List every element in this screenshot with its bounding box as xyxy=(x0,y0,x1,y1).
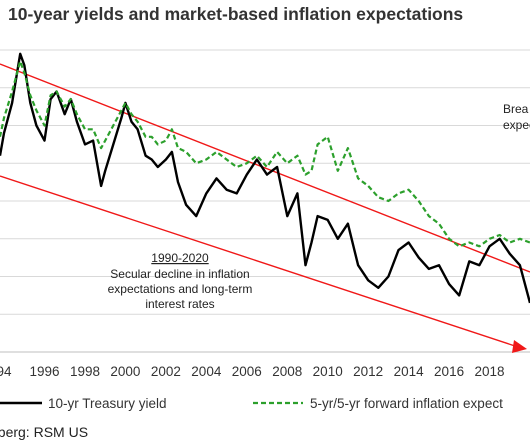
channel-lower-line xyxy=(0,175,519,348)
x-tick-label: 2000 xyxy=(110,364,140,379)
series-line-inflation-expectations xyxy=(0,60,530,248)
legend-label-inflation: 5-yr/5-yr forward inflation expect xyxy=(310,396,503,411)
x-tick-label: 2004 xyxy=(191,364,222,379)
annotation-right-line: Brea xyxy=(503,102,529,116)
x-tick-label: 2006 xyxy=(232,364,262,379)
annotation-period: 1990-2020 xyxy=(151,251,209,265)
x-tick-label: 2008 xyxy=(272,364,302,379)
annotation-text-line: interest rates xyxy=(145,297,214,311)
annotation-text-line: Secular decline in inflation xyxy=(110,267,249,281)
legend-label-treasury: 10-yr Treasury yield xyxy=(48,396,167,411)
x-tick-label: 2010 xyxy=(313,364,343,379)
chart-title: 10-year yields and market-based inflatio… xyxy=(8,4,464,24)
trend-arrowhead xyxy=(512,340,527,353)
x-tick-label: 2014 xyxy=(394,364,425,379)
x-tick-label: 1998 xyxy=(70,364,100,379)
series-line-treasury-yield xyxy=(0,52,530,304)
x-tick-label: 2016 xyxy=(434,364,464,379)
annotation-right-line: expect xyxy=(503,118,530,132)
x-tick-label: 94 xyxy=(0,364,12,379)
source-note: nberg: RSM US xyxy=(0,424,89,440)
x-tick-label: 1996 xyxy=(29,364,59,379)
x-tick-label: 2012 xyxy=(353,364,383,379)
channel-upper-line xyxy=(0,63,530,273)
x-tick-label: 2002 xyxy=(151,364,181,379)
x-tick-label: 2018 xyxy=(475,364,505,379)
annotation-text-line: expectations and long-term xyxy=(108,282,253,296)
